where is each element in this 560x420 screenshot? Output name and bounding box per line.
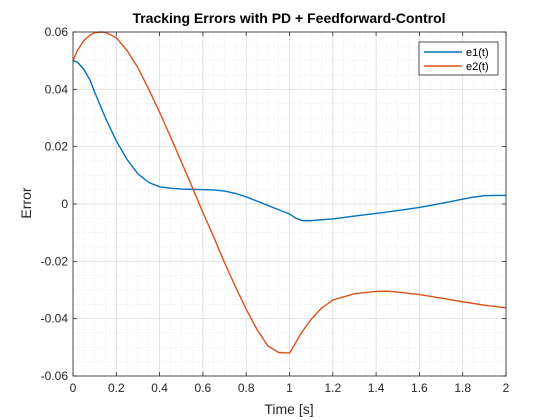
x-tick-label: 1.4 xyxy=(368,381,385,395)
y-tick-label: -0.04 xyxy=(41,312,69,326)
x-tick-label: 0 xyxy=(70,381,77,395)
y-tick-label: -0.02 xyxy=(41,254,69,268)
x-tick-label: 1.2 xyxy=(324,381,341,395)
x-tick-label: 1.8 xyxy=(454,381,471,395)
legend-label-e2: e2(t) xyxy=(466,61,489,73)
chart-title: Tracking Errors with PD + Feedforward-Co… xyxy=(132,10,445,26)
x-tick-label: 1 xyxy=(286,381,293,395)
y-tick-label: -0.06 xyxy=(41,369,69,383)
series-layer xyxy=(72,31,507,354)
x-tick-label: 0.4 xyxy=(151,381,168,395)
axes xyxy=(72,31,507,377)
y-axis-label: Error xyxy=(18,187,34,218)
tick-labels: 0 0.2 0.4 0.6 0.8 1 1.2 1.4 1.6 1.8 2 -0.06 -0.04 -0.… xyxy=(41,25,510,395)
x-tick-label: 0.6 xyxy=(195,381,212,395)
x-axis-label: Time [s] xyxy=(264,401,313,417)
x-tick-label: 2 xyxy=(503,381,510,395)
y-tick-label: 0.04 xyxy=(45,82,69,96)
x-tick-label: 0.2 xyxy=(108,381,125,395)
legend: e1(t) e2(t) xyxy=(418,41,499,76)
series-line-e2t xyxy=(72,31,507,354)
legend-box xyxy=(418,41,499,76)
y-tick-label: 0 xyxy=(61,197,68,211)
x-tick-label: 0.8 xyxy=(238,381,255,395)
y-tick-label: 0.02 xyxy=(45,140,69,154)
y-tick-label: 0.06 xyxy=(45,25,69,39)
series-line-e1t xyxy=(72,60,506,222)
x-tick-label: 1.6 xyxy=(411,381,428,395)
legend-label-e1: e1(t) xyxy=(466,47,489,59)
